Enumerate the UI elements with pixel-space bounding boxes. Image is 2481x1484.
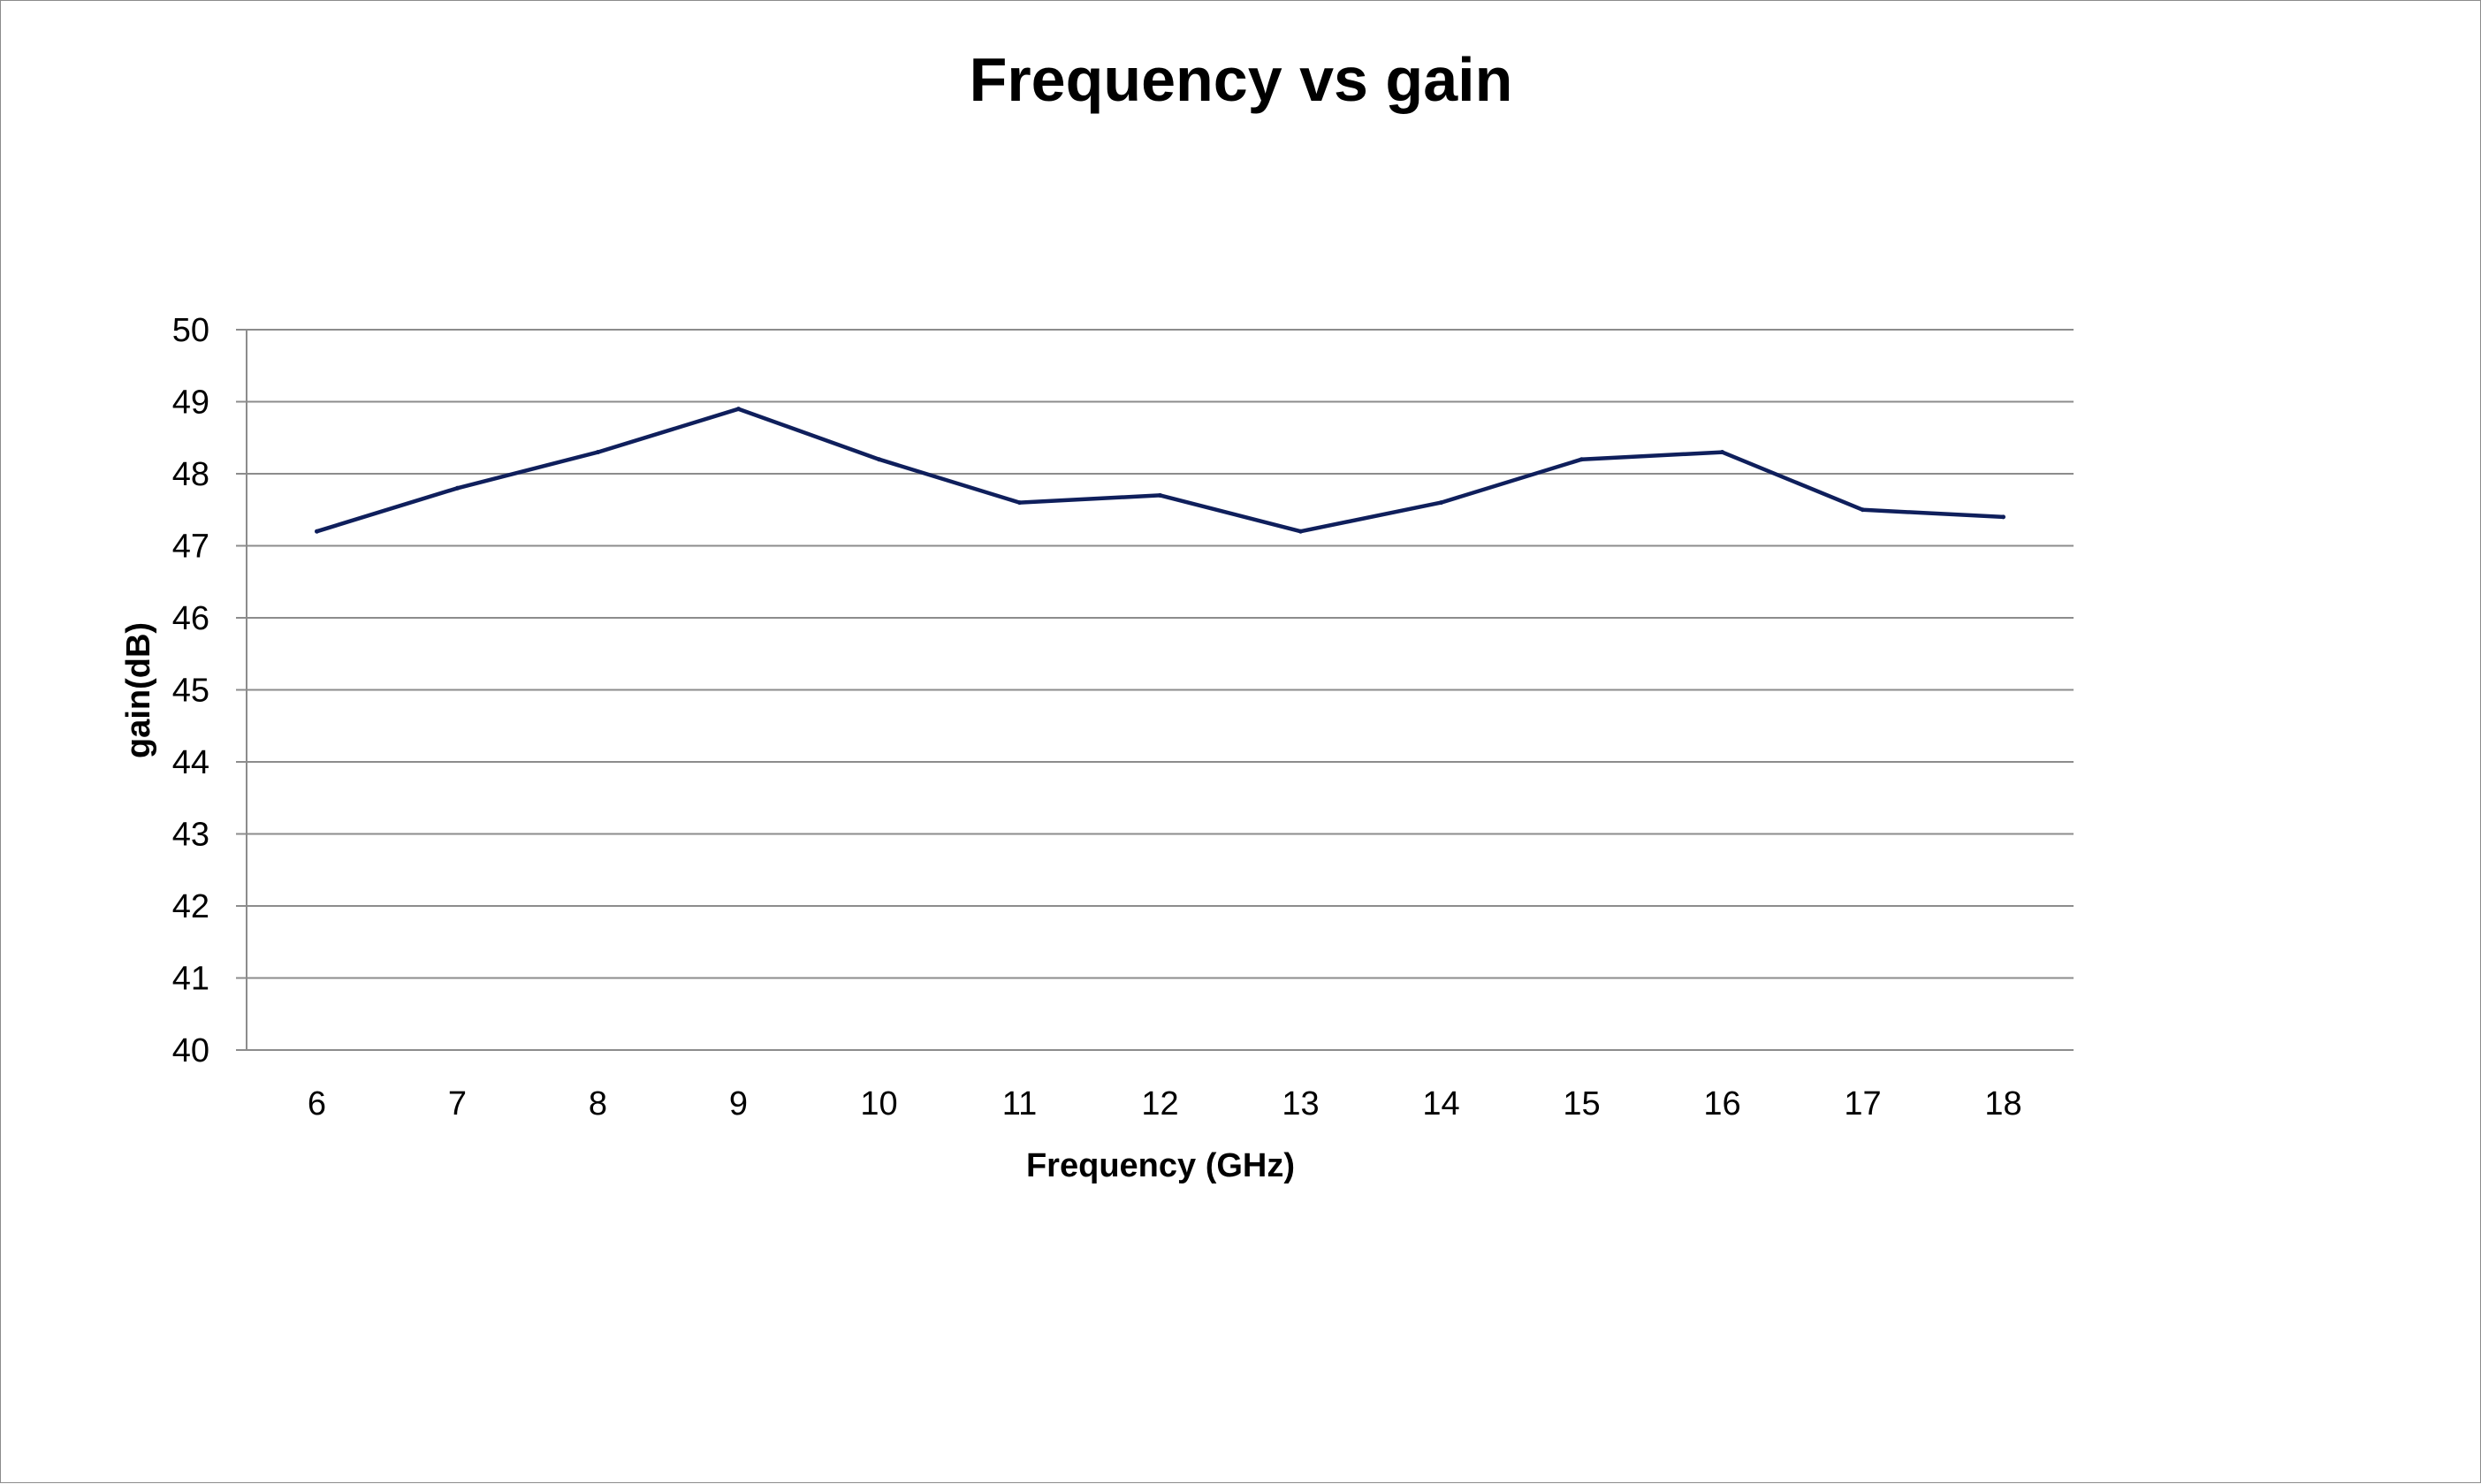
x-tick-label: 16 [1703, 1085, 1740, 1123]
y-tick-label: 45 [172, 673, 209, 710]
data-point [1720, 450, 1724, 455]
x-tick-label: 8 [589, 1085, 607, 1123]
y-tick-label: 43 [172, 817, 209, 854]
data-point [877, 457, 881, 462]
x-tick-label: 10 [860, 1085, 897, 1123]
data-point [1017, 500, 1022, 506]
x-tick-label: 14 [1422, 1085, 1459, 1123]
series-line [315, 407, 2005, 534]
y-tick-label: 40 [172, 1032, 209, 1069]
data-point [1439, 500, 1443, 506]
data-point [596, 450, 600, 455]
y-axis-label: gain(dB) [120, 622, 157, 758]
y-tick-label: 46 [172, 600, 209, 637]
y-tick-label: 49 [172, 384, 209, 422]
x-tick-label: 6 [308, 1085, 326, 1123]
x-tick-label: 17 [1844, 1085, 1881, 1123]
data-point [455, 485, 460, 491]
x-tick-label: 11 [1002, 1085, 1037, 1123]
data-point [1861, 507, 1865, 513]
x-tick-label: 9 [729, 1085, 748, 1123]
x-tick-label: 15 [1563, 1085, 1600, 1123]
y-tick-label: 44 [172, 744, 209, 781]
chart-title: Frequency vs gain [970, 45, 1513, 114]
data-point [2001, 514, 2005, 520]
x-tick-label: 18 [1984, 1085, 2021, 1123]
data-point [1579, 457, 1584, 462]
x-tick-labels: 6 7 8 9 10 11 12 13 14 15 16 17 18 [308, 1085, 2022, 1123]
gridlines [247, 329, 2074, 979]
data-point [1298, 529, 1303, 534]
y-tick-label: 41 [172, 961, 209, 998]
y-tick-labels: 40 41 42 43 44 45 46 47 48 49 50 [172, 312, 209, 1069]
y-tick-label: 50 [172, 312, 209, 349]
y-tick-label: 48 [172, 456, 209, 493]
x-tick-label: 12 [1141, 1085, 1178, 1123]
data-point [1158, 492, 1162, 498]
x-tick-label: 13 [1282, 1085, 1319, 1123]
x-tick-label: 7 [448, 1085, 467, 1123]
data-point [736, 407, 741, 412]
x-axis-label: Frequency (GHz) [1026, 1147, 1295, 1184]
data-point [315, 529, 319, 534]
y-tick-label: 42 [172, 888, 209, 925]
series-layer [315, 407, 2005, 534]
axes [236, 329, 2074, 1051]
y-tick-label: 47 [172, 529, 209, 566]
